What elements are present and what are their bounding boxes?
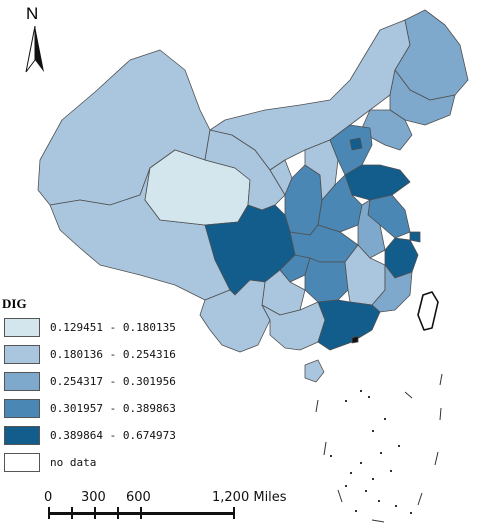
region-shanghai — [409, 231, 421, 243]
region-beijing — [349, 137, 363, 151]
scale-label: 600 — [126, 490, 151, 505]
region-hebei — [329, 124, 373, 176]
region-guangdong — [317, 299, 381, 351]
scale-label: 0 — [44, 490, 53, 505]
region-jilin — [389, 69, 456, 126]
region-hunan — [304, 257, 349, 303]
region-shandong — [344, 164, 411, 201]
legend-swatch — [4, 453, 40, 472]
scale-bar: 0 300 600 1,200 Miles — [0, 490, 300, 530]
scale-tick — [48, 507, 50, 519]
scale-tick — [233, 507, 235, 519]
map-legend: DIG 0.129451 - 0.180135 0.180136 - 0.254… — [2, 296, 264, 480]
scale-label: 300 — [81, 490, 106, 505]
scale-tick — [140, 507, 142, 519]
legend-swatch — [4, 426, 40, 445]
legend-label: 0.389864 - 0.674973 — [50, 429, 176, 442]
scale-label: 1,200 Miles — [212, 490, 287, 505]
legend-item: 0.254317 - 0.301956 — [4, 372, 264, 399]
legend-label: 0.254317 - 0.301956 — [50, 375, 176, 388]
region-hong-kong — [351, 335, 359, 344]
region-jiangxi — [344, 244, 386, 306]
north-label: N — [26, 4, 39, 23]
legend-label: 0.180136 - 0.254316 — [50, 348, 176, 361]
region-hainan — [304, 359, 325, 383]
legend-item: no data — [4, 453, 264, 480]
legend-item: 0.129451 - 0.180135 — [4, 318, 264, 345]
legend-item: 0.301957 - 0.389863 — [4, 399, 264, 426]
legend-swatch — [4, 372, 40, 391]
south-china-sea-islands — [330, 390, 412, 514]
north-arrow-icon — [25, 26, 44, 73]
scale-tick — [71, 507, 73, 519]
legend-item: 0.389864 - 0.674973 — [4, 426, 264, 453]
legend-swatch — [4, 399, 40, 418]
scale-tick — [94, 507, 96, 519]
nine-dash-line — [315, 373, 443, 523]
scale-tick — [117, 507, 119, 519]
legend-label: 0.129451 - 0.180135 — [50, 321, 176, 334]
legend-label: 0.301957 - 0.389863 — [50, 402, 176, 415]
region-fujian — [371, 264, 413, 313]
legend-label: no data — [50, 456, 97, 469]
legend-title: DIG — [2, 296, 27, 311]
legend-swatch — [4, 318, 40, 337]
legend-item: 0.180136 - 0.254316 — [4, 345, 264, 372]
legend-swatch — [4, 345, 40, 364]
region-taiwan — [417, 291, 439, 331]
